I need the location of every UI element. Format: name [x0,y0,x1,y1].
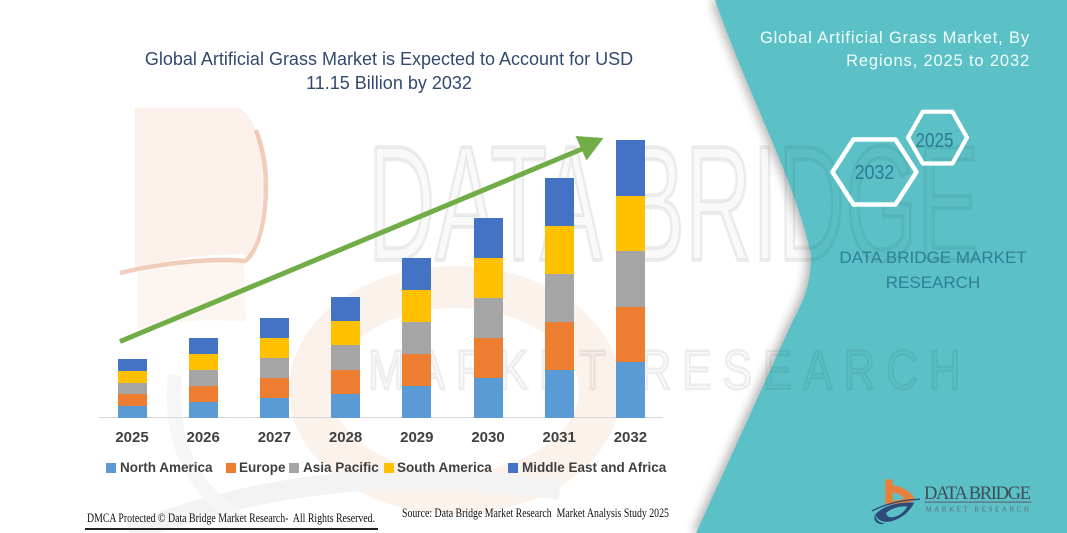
svg-text:2025: 2025 [916,130,954,152]
svg-text:2032: 2032 [855,161,895,184]
svg-text:DATA BRIDGE: DATA BRIDGE [924,484,1031,504]
svg-text:MARKET RESEARCH: MARKET RESEARCH [926,506,1032,514]
